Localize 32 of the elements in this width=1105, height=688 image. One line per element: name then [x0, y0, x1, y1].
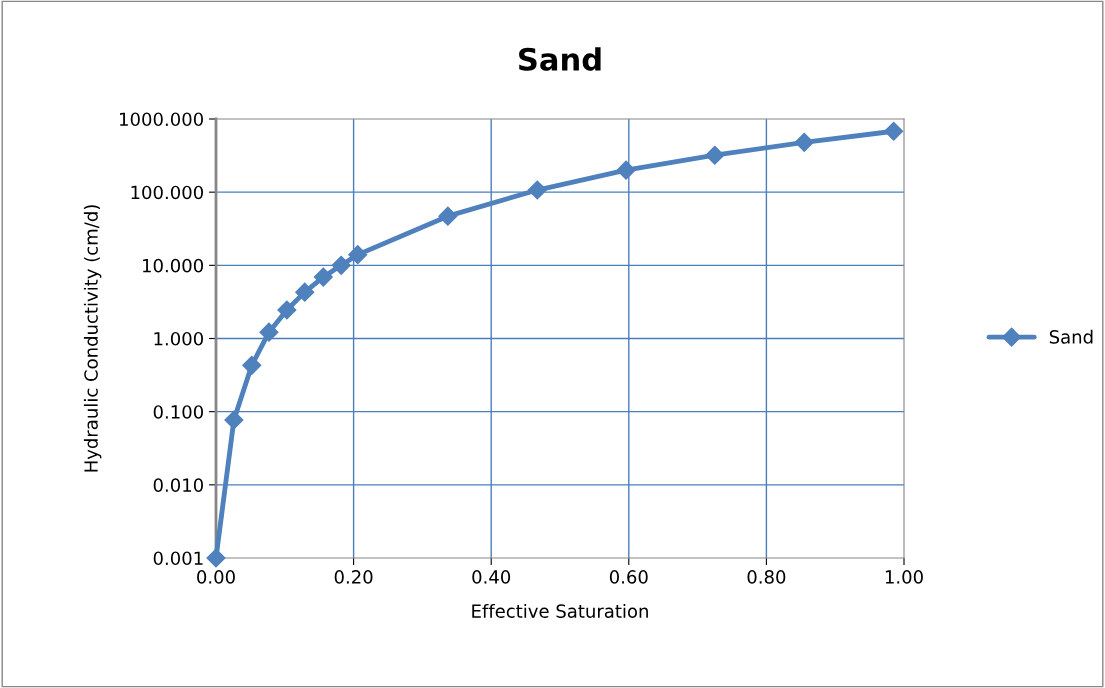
point	[348, 245, 368, 265]
y-tick-label: 1000.000	[120, 112, 203, 127]
y-tick-label: 0.100	[153, 405, 203, 419]
point	[616, 160, 636, 180]
point	[794, 132, 814, 152]
x-tick-label: 0.00	[197, 570, 235, 584]
chart-title: Sand	[519, 47, 601, 71]
y-tick-label: 10.000	[143, 258, 203, 273]
x-axis-title: Effective Saturation	[472, 603, 648, 618]
y-tick-label: 100.000	[131, 185, 203, 200]
x-tick-label: 0.60	[609, 570, 648, 584]
point	[295, 282, 315, 302]
x-tick-label: 0.40	[472, 570, 511, 584]
legend-label: Sand	[1049, 329, 1093, 344]
point	[277, 300, 297, 320]
y-tick-label: 0.010	[153, 478, 203, 492]
y-axis-title: Hydraulic Conductivity (cm/d)	[83, 205, 102, 472]
point	[527, 180, 547, 200]
x-tick-label: 1.00	[885, 570, 923, 584]
x-tick-label: 0.20	[334, 570, 373, 584]
point	[224, 410, 244, 430]
point	[331, 255, 351, 275]
point	[438, 206, 458, 226]
point	[242, 355, 262, 375]
point	[259, 322, 279, 342]
y-tick-label: 1.000	[154, 331, 203, 346]
point	[313, 267, 333, 287]
x-tick-label: 0.80	[747, 570, 786, 584]
point	[884, 121, 904, 141]
point	[206, 548, 226, 568]
point	[705, 145, 725, 165]
y-tick-label: 0.001	[153, 551, 203, 566]
